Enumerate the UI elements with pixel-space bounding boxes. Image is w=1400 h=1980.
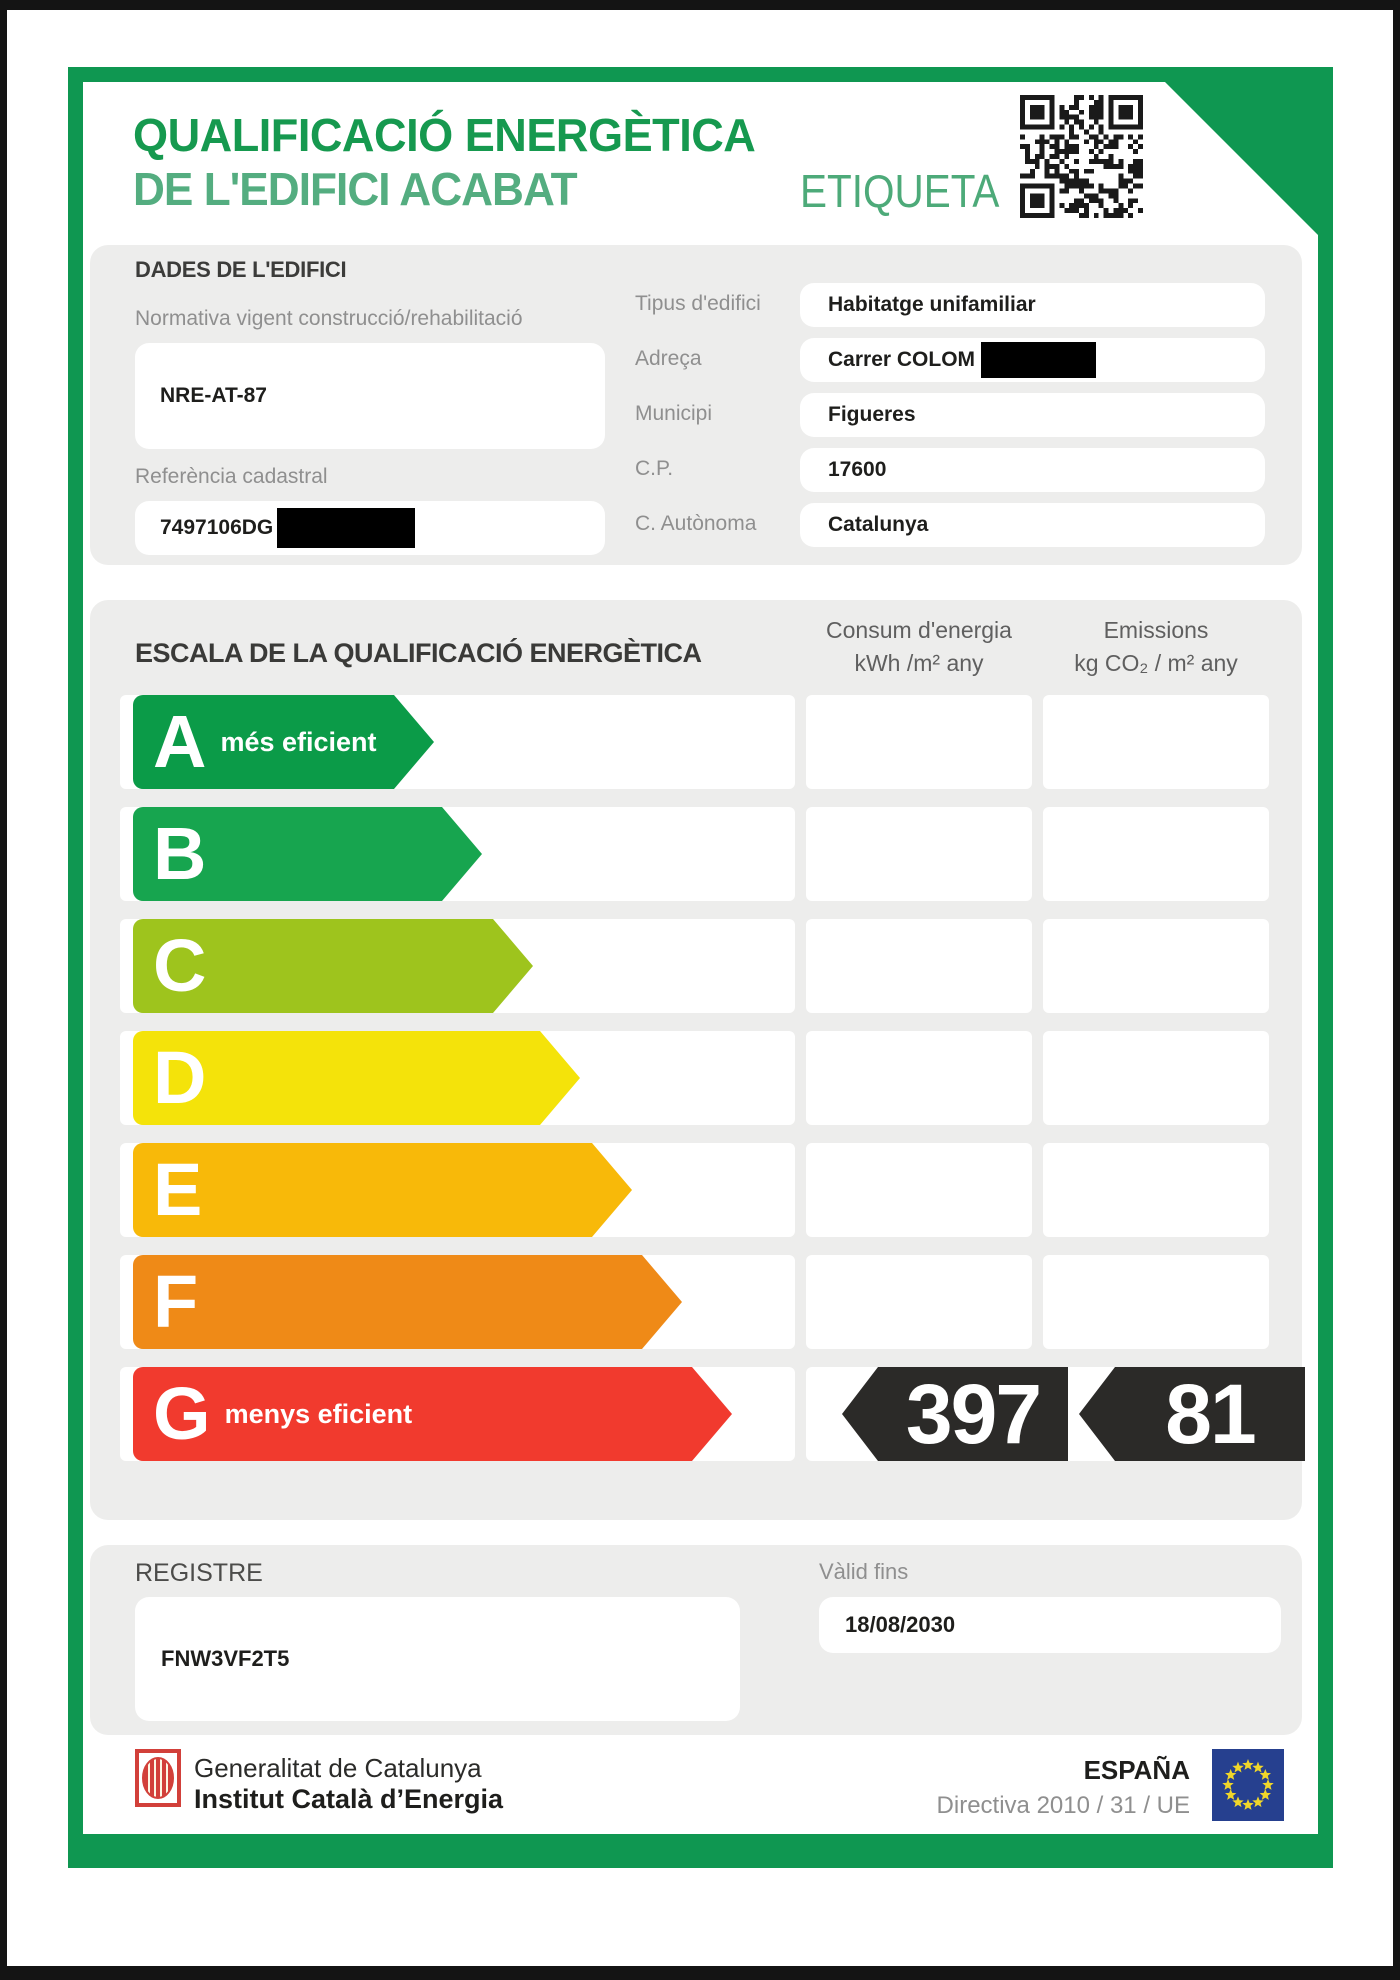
rating-letter: C xyxy=(153,924,207,1007)
rating-bar-d: D xyxy=(133,1031,580,1125)
registre-field: FNW3VF2T5 xyxy=(135,1597,740,1721)
page-title-line1: QUALIFICACIÓ ENERGÈTICA xyxy=(133,109,756,161)
rating-note: menys eficient xyxy=(224,1399,413,1429)
rating-row-d: D xyxy=(90,1031,1302,1125)
field-cp-value: 17600 xyxy=(828,458,887,481)
field-label-autonoma: C. Autònoma xyxy=(635,512,757,535)
consum-cell xyxy=(806,695,1032,789)
emissions-units: kg CO₂ / m² any xyxy=(1074,650,1238,676)
consum-cell xyxy=(806,1143,1032,1237)
valid-fins-field: 18/08/2030 xyxy=(819,1597,1281,1653)
green-frame: QUALIFICACIÓ ENERGÈTICA DE L'EDIFICI ACA… xyxy=(68,67,1333,1868)
emissions-cell xyxy=(1043,807,1269,901)
org-name: Generalitat de Catalunya xyxy=(194,1753,482,1783)
emissions-cell xyxy=(1043,919,1269,1013)
rating-letter: B xyxy=(153,812,207,895)
building-data-title: DADES DE L'EDIFICI xyxy=(135,257,347,282)
cadastral-label: Referència cadastral xyxy=(135,465,328,488)
consum-units: kWh /m² any xyxy=(854,650,984,676)
directive-label: Directiva 2010 / 31 / UE xyxy=(936,1792,1190,1819)
rating-letter: E xyxy=(153,1148,203,1231)
field-label-tipus: Tipus d'edifici xyxy=(635,292,761,315)
emissions-cell xyxy=(1043,1031,1269,1125)
consum-cell xyxy=(806,1031,1032,1125)
org-institute: Institut Català d’Energia xyxy=(194,1784,504,1814)
corner-triangle-decoration xyxy=(1165,82,1318,235)
emissions-title: Emissions xyxy=(1103,617,1209,643)
field-autonoma-value: Catalunya xyxy=(828,513,929,536)
qr-code-icon xyxy=(1020,95,1143,218)
generalitat-shield-icon xyxy=(135,1749,181,1807)
scale-title: ESCALA DE LA QUALIFICACIÓ ENERGÈTICA xyxy=(135,638,702,668)
registre-code: FNW3VF2T5 xyxy=(161,1646,290,1671)
rating-bar-b: B xyxy=(133,807,482,901)
field-municipi-value: Figueres xyxy=(828,403,916,426)
country-label: ESPAÑA xyxy=(1083,1755,1190,1785)
valid-fins-value: 18/08/2030 xyxy=(845,1612,956,1637)
field-tipus: Habitatge unifamiliar xyxy=(800,283,1265,327)
consum-cell xyxy=(806,1255,1032,1349)
building-data-panel: DADES DE L'EDIFICI Normativa vigent cons… xyxy=(90,245,1302,565)
emissions-cell xyxy=(1043,1255,1269,1349)
rating-bar-e: E xyxy=(133,1143,632,1237)
rating-row-b: B xyxy=(90,807,1302,901)
rating-bar-f: F xyxy=(133,1255,682,1349)
field-municipi: Figueres xyxy=(800,393,1265,437)
rating-letter: A xyxy=(153,700,207,783)
eu-flag-icon xyxy=(1212,1749,1284,1821)
rating-letter: F xyxy=(153,1260,199,1343)
normativa-label: Normativa vigent construcció/rehabilitac… xyxy=(135,307,523,330)
field-tipus-value: Habitatge unifamiliar xyxy=(828,293,1036,316)
etiqueta-label: ETIQUETA xyxy=(800,165,1000,217)
emissions-value-badge: 81 xyxy=(1079,1367,1305,1461)
emissions-column-header: Emissions kg CO₂ / m² any xyxy=(1043,614,1269,680)
redaction-bar xyxy=(981,342,1097,378)
consum-cell xyxy=(806,807,1032,901)
cadastral-value: 7497106DG xyxy=(160,516,274,539)
registre-title: REGISTRE xyxy=(135,1559,263,1587)
rating-row-e: E xyxy=(90,1143,1302,1237)
field-adreca: Carrer COLOM xyxy=(800,338,1265,382)
cadastral-field: 7497106DG xyxy=(135,501,605,555)
field-label-adreca: Adreça xyxy=(635,347,702,370)
valid-fins-label: Vàlid fins xyxy=(819,1559,909,1584)
rating-note: més eficient xyxy=(220,727,377,757)
energy-scale-panel: ESCALA DE LA QUALIFICACIÓ ENERGÈTICA Con… xyxy=(90,600,1305,1520)
consum-value-badge: 397 xyxy=(842,1367,1068,1461)
emissions-cell xyxy=(1043,1143,1269,1237)
registre-panel: REGISTRE FNW3VF2T5 Vàlid fins 18/08/2030 xyxy=(90,1545,1302,1735)
rating-letter: D xyxy=(153,1036,207,1119)
rating-row-c: C xyxy=(90,919,1302,1013)
footer: Generalitat de Catalunya Institut Català… xyxy=(90,1745,1302,1831)
document-sheet: QUALIFICACIÓ ENERGÈTICA DE L'EDIFICI ACA… xyxy=(7,10,1393,1966)
consum-cell xyxy=(806,919,1032,1013)
normativa-field: NRE-AT-87 xyxy=(135,343,605,449)
bottom-green-bar xyxy=(83,1834,1318,1868)
field-autonoma: Catalunya xyxy=(800,503,1265,547)
normativa-value: NRE-AT-87 xyxy=(160,384,267,407)
field-label-cp: C.P. xyxy=(635,457,674,480)
redaction-bar xyxy=(277,508,416,548)
rating-letter: G xyxy=(153,1372,211,1455)
emissions-cell xyxy=(1043,695,1269,789)
consum-title: Consum d'energia xyxy=(826,617,1012,643)
rating-bar-c: C xyxy=(133,919,533,1013)
field-adreca-value: Carrer COLOM xyxy=(828,348,976,371)
field-cp: 17600 xyxy=(800,448,1265,492)
rating-row-f: F xyxy=(90,1255,1302,1349)
field-label-municipi: Municipi xyxy=(635,402,713,425)
consum-column-header: Consum d'energia kWh /m² any xyxy=(806,614,1032,680)
page-title-line2: DE L'EDIFICI ACABAT xyxy=(133,163,578,215)
